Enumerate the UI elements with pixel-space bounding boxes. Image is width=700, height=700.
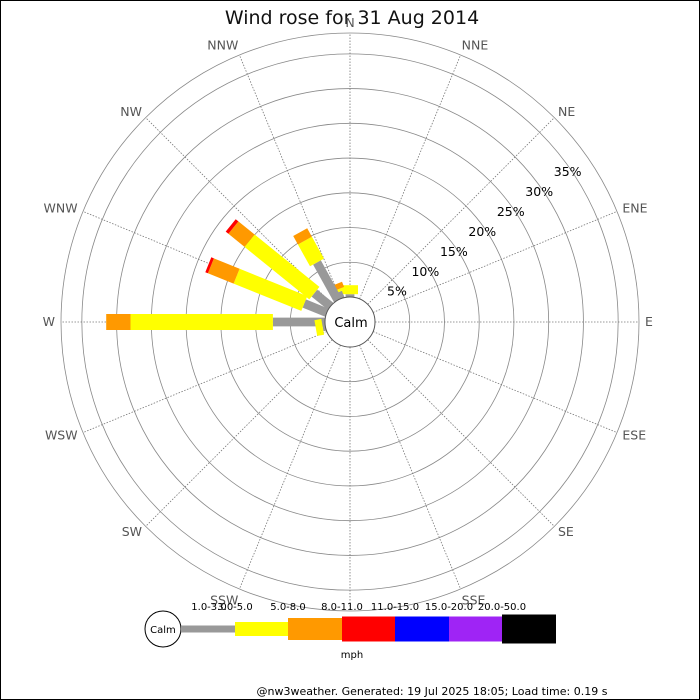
legend-swatch-3 xyxy=(342,616,395,642)
direction-label-ese: ESE xyxy=(622,428,646,443)
direction-label-nne: NNE xyxy=(462,38,489,53)
spoke-ene xyxy=(372,211,618,313)
spoke-wsw xyxy=(82,331,328,433)
legend-label-0: 1.0-3.0 xyxy=(191,602,226,613)
legend-calm-label: Calm xyxy=(150,625,176,636)
legend-label-6: 20.0-50.0 xyxy=(478,602,526,613)
bar-wnw-4-bin3 xyxy=(205,257,214,274)
tick-label-35: 35% xyxy=(554,164,582,179)
bar-nnw-2-bin0 xyxy=(313,260,342,303)
bar-w-5-bin2 xyxy=(106,314,131,330)
legend-swatch-6 xyxy=(502,614,556,644)
tick-label-5: 5% xyxy=(387,284,407,299)
speed-legend: Calm 1.0-3.03.0-5.0 5.0-8.0 8.0-11.0 11.0-15… xyxy=(144,602,556,661)
direction-label-ssw: SSW xyxy=(210,592,238,607)
direction-label-sse: SSE xyxy=(462,592,486,607)
bar-w-5-bin0 xyxy=(272,317,325,327)
legend-label-5: 15.0-20.0 xyxy=(425,602,473,613)
direction-label-ene: ENE xyxy=(622,200,647,215)
radial-tick-labels: 5% 10%15%20%25%30%35% xyxy=(387,164,582,299)
bar-w-6-bin1 xyxy=(314,318,324,336)
legend-swatch-4 xyxy=(395,616,449,642)
spoke-nw xyxy=(145,117,333,305)
tick-label-10: 10% xyxy=(411,264,439,279)
spoke-ese xyxy=(372,331,618,433)
spoke-sse xyxy=(359,344,461,590)
bar-nw-3-bin0 xyxy=(311,289,334,310)
spoke-nne xyxy=(359,54,461,300)
direction-label-wsw: WSW xyxy=(45,428,78,443)
bar-nnw-2-bin2 xyxy=(293,228,312,245)
bar-wnw-4-bin2 xyxy=(207,258,240,284)
bar-n-0-bin0 xyxy=(345,294,355,297)
spoke-wnw xyxy=(82,211,328,313)
spoke-sw xyxy=(145,339,333,527)
bar-nw-3-bin2 xyxy=(228,221,255,247)
legend-label-3: 8.0-11.0 xyxy=(321,602,363,613)
bar-w-5-bin1 xyxy=(130,314,273,330)
legend-swatch-1 xyxy=(235,622,288,636)
chart-title: Wind rose for 31 Aug 2014 xyxy=(225,7,479,29)
spoke-ne xyxy=(367,117,555,305)
tick-label-30: 30% xyxy=(525,184,553,199)
legend-unit: mph xyxy=(341,650,363,661)
tick-label-20: 20% xyxy=(468,224,496,239)
bar-w-6-bin0 xyxy=(321,322,327,332)
direction-label-nnw: NNW xyxy=(207,38,238,53)
calm-label: Calm xyxy=(334,316,367,331)
direction-labels: NNNENEENEEESESESSESSSWSWWSWWWNWNWNNW xyxy=(43,15,653,630)
bar-nnw-2-bin1 xyxy=(297,236,324,267)
bar-wnw-4-bin1 xyxy=(233,268,308,311)
direction-label-n: N xyxy=(345,15,354,30)
wind-bars xyxy=(106,219,358,336)
bar-nw-3-bin3 xyxy=(225,219,239,234)
legend-label-1: 3.0-5.0 xyxy=(217,602,252,613)
tick-label-15: 15% xyxy=(440,244,468,259)
direction-label-wnw: WNW xyxy=(44,200,78,215)
tick-label-25: 25% xyxy=(497,204,525,219)
direction-label-sw: SW xyxy=(122,524,142,539)
direction-label-w: W xyxy=(43,314,55,329)
bar-n-0-bin1 xyxy=(342,285,358,295)
direction-label-nw: NW xyxy=(120,104,142,119)
footer-text: @nw3weather. Generated: 19 Jul 2025 18:0… xyxy=(257,685,608,698)
spoke-nnw xyxy=(239,54,341,300)
legend-swatch-5 xyxy=(449,616,502,642)
bar-nw-3-bin1 xyxy=(244,234,320,300)
legend-label-4: 11.0-15.0 xyxy=(371,602,419,613)
direction-label-ne: NE xyxy=(558,104,575,119)
direction-label-e: E xyxy=(645,314,653,329)
grid-circle-outer xyxy=(60,32,640,612)
spoke-se xyxy=(367,339,555,527)
direction-label-se: SE xyxy=(558,524,574,539)
spoke-ssw xyxy=(239,344,341,590)
legend-swatch-2 xyxy=(288,618,342,640)
bar-wnw-4-bin0 xyxy=(302,299,329,317)
legend-label-2: 5.0-8.0 xyxy=(270,602,305,613)
calm-circle xyxy=(324,296,376,348)
legend-swatch-0 xyxy=(181,625,235,633)
